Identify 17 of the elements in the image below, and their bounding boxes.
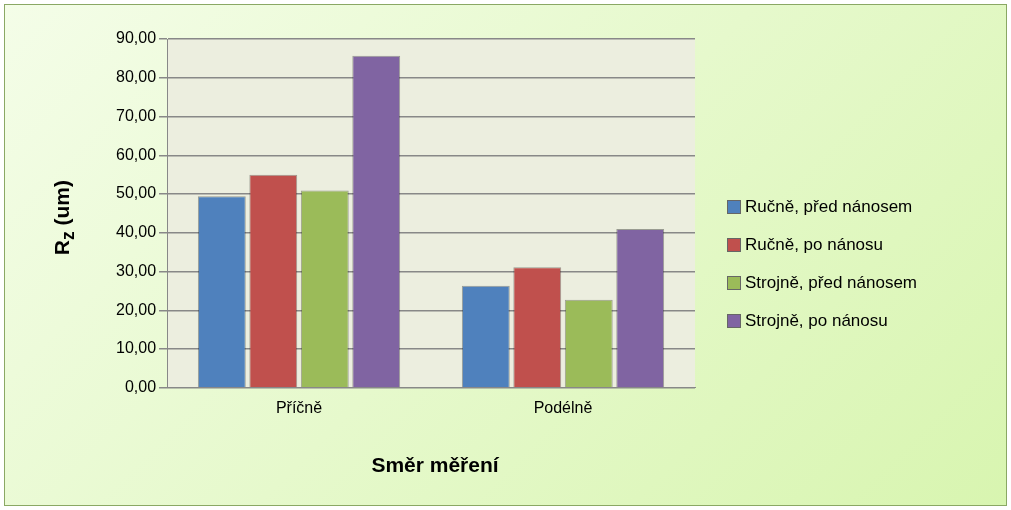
x-axis-title: Směr měření	[370, 453, 500, 477]
x-tick-label: Podélně	[533, 398, 593, 416]
y-tick-label: 70,00	[115, 106, 157, 124]
y-tick-label: 80,00	[115, 68, 157, 86]
y-tick-label: 10,00	[115, 339, 157, 357]
legend-label: Ručně, po nánosu	[744, 234, 884, 256]
legend-label: Ručně, před nánosem	[744, 196, 914, 218]
y-tick-label: 0,00	[124, 378, 157, 396]
y-tick-label: 90,00	[115, 29, 157, 47]
y-tick-label: 20,00	[115, 300, 157, 318]
x-tick-label: Příčně	[275, 398, 323, 416]
legend-label: Strojně, po nánosu	[744, 310, 889, 332]
y-tick-label: 40,00	[115, 223, 157, 241]
y-tick-label: 30,00	[115, 261, 157, 279]
legend-label: Strojně, před nánosem	[744, 272, 917, 294]
y-tick-label: 50,00	[115, 184, 157, 202]
y-tick-label: 60,00	[115, 145, 157, 163]
